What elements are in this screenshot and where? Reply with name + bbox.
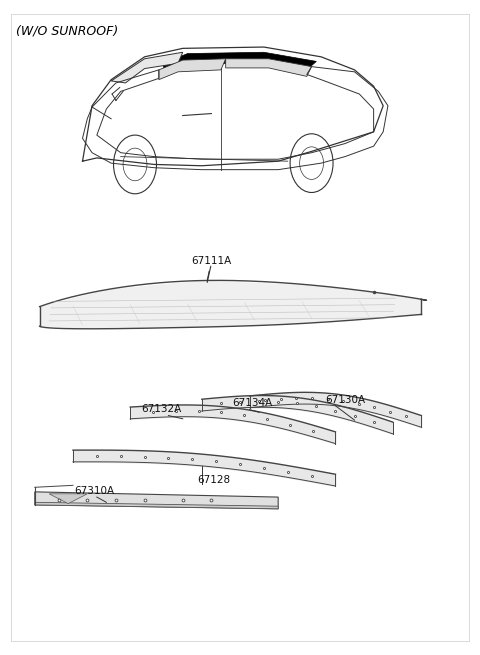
Text: 67134A: 67134A [232, 398, 272, 408]
Text: 67130A: 67130A [325, 394, 365, 405]
Text: 67310A: 67310A [74, 486, 115, 496]
Polygon shape [111, 52, 183, 83]
Polygon shape [49, 494, 87, 504]
Text: 67132A: 67132A [141, 404, 181, 415]
Polygon shape [39, 280, 421, 329]
Polygon shape [35, 502, 278, 509]
Polygon shape [226, 59, 312, 77]
Polygon shape [35, 492, 278, 509]
Text: 67128: 67128 [197, 475, 230, 485]
Text: (W/O SUNROOF): (W/O SUNROOF) [16, 24, 118, 37]
Text: 67111A: 67111A [191, 255, 231, 280]
Polygon shape [159, 59, 226, 80]
Polygon shape [164, 52, 316, 71]
